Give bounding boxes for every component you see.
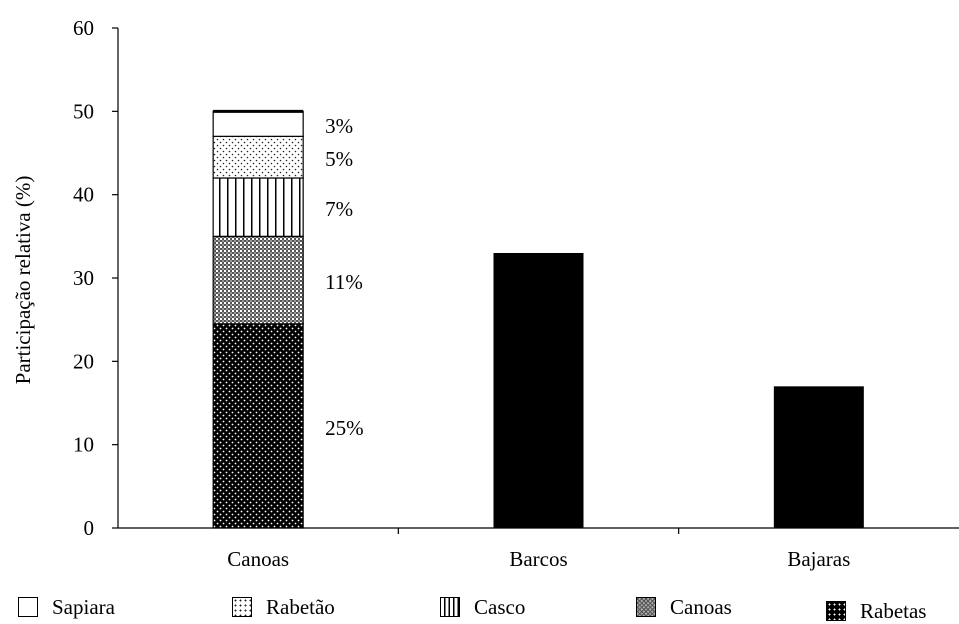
y-tick-label: 50 — [73, 99, 94, 123]
data-label: 25% — [325, 416, 364, 440]
legend-item: Rabetas — [826, 600, 926, 622]
data-label: 11% — [325, 270, 363, 294]
legend-swatch — [440, 597, 460, 617]
y-tick-label: 60 — [73, 16, 94, 40]
y-axis-label: Participação relativa (%) — [11, 176, 35, 385]
legend: Sapiara Rabetão Casco Canoas Rabetas — [0, 590, 959, 624]
y-tick-label: 40 — [73, 183, 94, 207]
bar-barcos — [493, 253, 584, 528]
x-tick-label: Canoas — [227, 547, 289, 571]
y-tick-label: 20 — [73, 349, 94, 373]
chart: 0 10 20 30 40 50 60 Canoas Barcos Bajaras 25% 11% 7… — [11, 16, 959, 571]
legend-label: Canoas — [670, 595, 732, 619]
data-label: 7% — [325, 197, 353, 221]
legend-label: Rabetas — [860, 599, 927, 623]
legend-swatch — [232, 597, 252, 617]
legend-item: Casco — [440, 596, 525, 618]
legend-swatch — [826, 601, 846, 621]
y-tick-label: 10 — [73, 433, 94, 457]
legend-item: Sapiara — [18, 596, 115, 618]
bar-segment-rabetas — [212, 323, 304, 529]
x-tick-label: Bajaras — [787, 547, 850, 571]
bars — [212, 109, 864, 529]
data-labels: 25% 11% 7% 5% 3% — [325, 114, 364, 440]
legend-label: Rabetão — [266, 595, 335, 619]
bar-segment-canoas — [212, 235, 304, 325]
y-tick-label: 30 — [73, 266, 94, 290]
legend-swatch — [636, 597, 656, 617]
legend-item: Canoas — [636, 596, 732, 618]
legend-item: Rabetão — [232, 596, 335, 618]
bar-bajaras — [773, 386, 864, 528]
legend-swatch — [18, 597, 38, 617]
axes: 0 10 20 30 40 50 60 Canoas Barcos Bajaras — [73, 16, 959, 571]
x-tick-label: Barcos — [509, 547, 567, 571]
data-label: 3% — [325, 114, 353, 138]
legend-label: Sapiara — [52, 595, 115, 619]
bar-segment-sapiara — [212, 110, 304, 137]
y-tick-label: 0 — [84, 516, 95, 540]
bar-segment-casco — [212, 177, 304, 237]
legend-label: Casco — [474, 595, 526, 619]
data-label: 5% — [325, 147, 353, 171]
bar-segment-rabeto — [212, 135, 304, 179]
